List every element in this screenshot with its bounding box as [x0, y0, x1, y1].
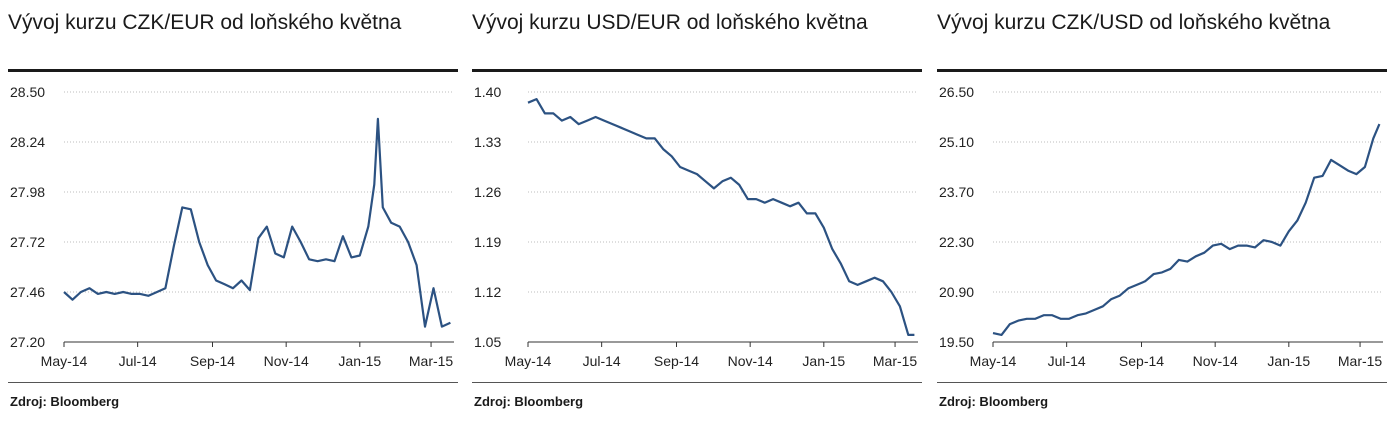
y-tick-label: 1.19 — [474, 234, 501, 250]
series-line — [527, 98, 915, 336]
y-tick-label: 27.46 — [10, 284, 45, 300]
x-tick-label: Jul-14 — [583, 353, 621, 369]
y-tick-label: 27.98 — [10, 184, 45, 200]
y-tick-label: 19.50 — [939, 334, 974, 350]
y-tick-label: 23.70 — [939, 184, 974, 200]
bottom-rule — [8, 382, 458, 383]
y-tick-label: 25.10 — [939, 134, 974, 150]
x-tick-label: May-14 — [505, 353, 552, 369]
x-tick-label: Nov-14 — [728, 353, 773, 369]
series-line — [992, 123, 1381, 336]
source-label: Zdroj: Bloomberg — [474, 394, 584, 409]
bottom-rule — [472, 382, 922, 383]
chart-czk-eur: 28.50 28.24 27.98 27.72 27.46 27.20 May-14 Jul-… — [10, 84, 454, 369]
y-tick-label: 1.40 — [474, 84, 501, 100]
y-tick-label: 22.30 — [939, 234, 974, 250]
x-tick-label: Nov-14 — [1193, 353, 1238, 369]
source-label: Zdroj: Bloomberg — [939, 394, 1049, 409]
y-tick-label: 28.50 — [10, 84, 45, 100]
y-tick-label: 1.05 — [474, 334, 501, 350]
x-tick-label: Mar-15 — [409, 353, 454, 369]
x-tick-label: Jul-14 — [119, 353, 157, 369]
x-tick-label: Mar-15 — [873, 353, 918, 369]
y-tick-label: 1.26 — [474, 184, 501, 200]
y-tick-label: 26.50 — [939, 84, 974, 100]
title-rule — [472, 69, 922, 72]
chart-panel-czk-usd: Vývoj kurzu CZK/USD od loňského května 2… — [937, 0, 1387, 434]
chart-title: Vývoj kurzu CZK/USD od loňského května — [937, 11, 1331, 34]
x-tick-label: Mar-15 — [1338, 353, 1383, 369]
x-tick-label: May-14 — [970, 353, 1017, 369]
x-tick-label: Jan-15 — [338, 353, 381, 369]
x-tick-label: Sep-14 — [190, 353, 235, 369]
x-tick-label: Jan-15 — [1267, 353, 1310, 369]
y-tick-label: 1.12 — [474, 284, 501, 300]
y-tick-label: 28.24 — [10, 134, 45, 150]
chart-title: Vývoj kurzu USD/EUR od loňského května — [472, 11, 868, 34]
chart-czk-usd: 26.50 25.10 23.70 22.30 20.90 19.50 May-14 Jul-… — [939, 84, 1383, 369]
bottom-rule — [937, 382, 1387, 383]
title-rule — [8, 69, 458, 72]
x-tick-label: May-14 — [41, 353, 88, 369]
x-tick-label: Jul-14 — [1048, 353, 1086, 369]
title-rule — [937, 69, 1387, 72]
x-tick-label: Sep-14 — [654, 353, 699, 369]
y-tick-label: 27.20 — [10, 334, 45, 350]
y-tick-label: 1.33 — [474, 134, 501, 150]
x-tick-label: Nov-14 — [264, 353, 309, 369]
y-tick-label: 20.90 — [939, 284, 974, 300]
source-label: Zdroj: Bloomberg — [10, 394, 120, 409]
x-tick-label: Jan-15 — [802, 353, 845, 369]
chart-panel-czk-eur: Vývoj kurzu CZK/EUR od loňského května 2… — [8, 0, 458, 434]
y-tick-label: 27.72 — [10, 234, 45, 250]
series-line — [63, 117, 451, 328]
chart-panel-usd-eur: Vývoj kurzu USD/EUR od loňského května 1… — [472, 0, 922, 434]
x-tick-label: Sep-14 — [1119, 353, 1164, 369]
chart-title: Vývoj kurzu CZK/EUR od loňského května — [8, 11, 402, 34]
